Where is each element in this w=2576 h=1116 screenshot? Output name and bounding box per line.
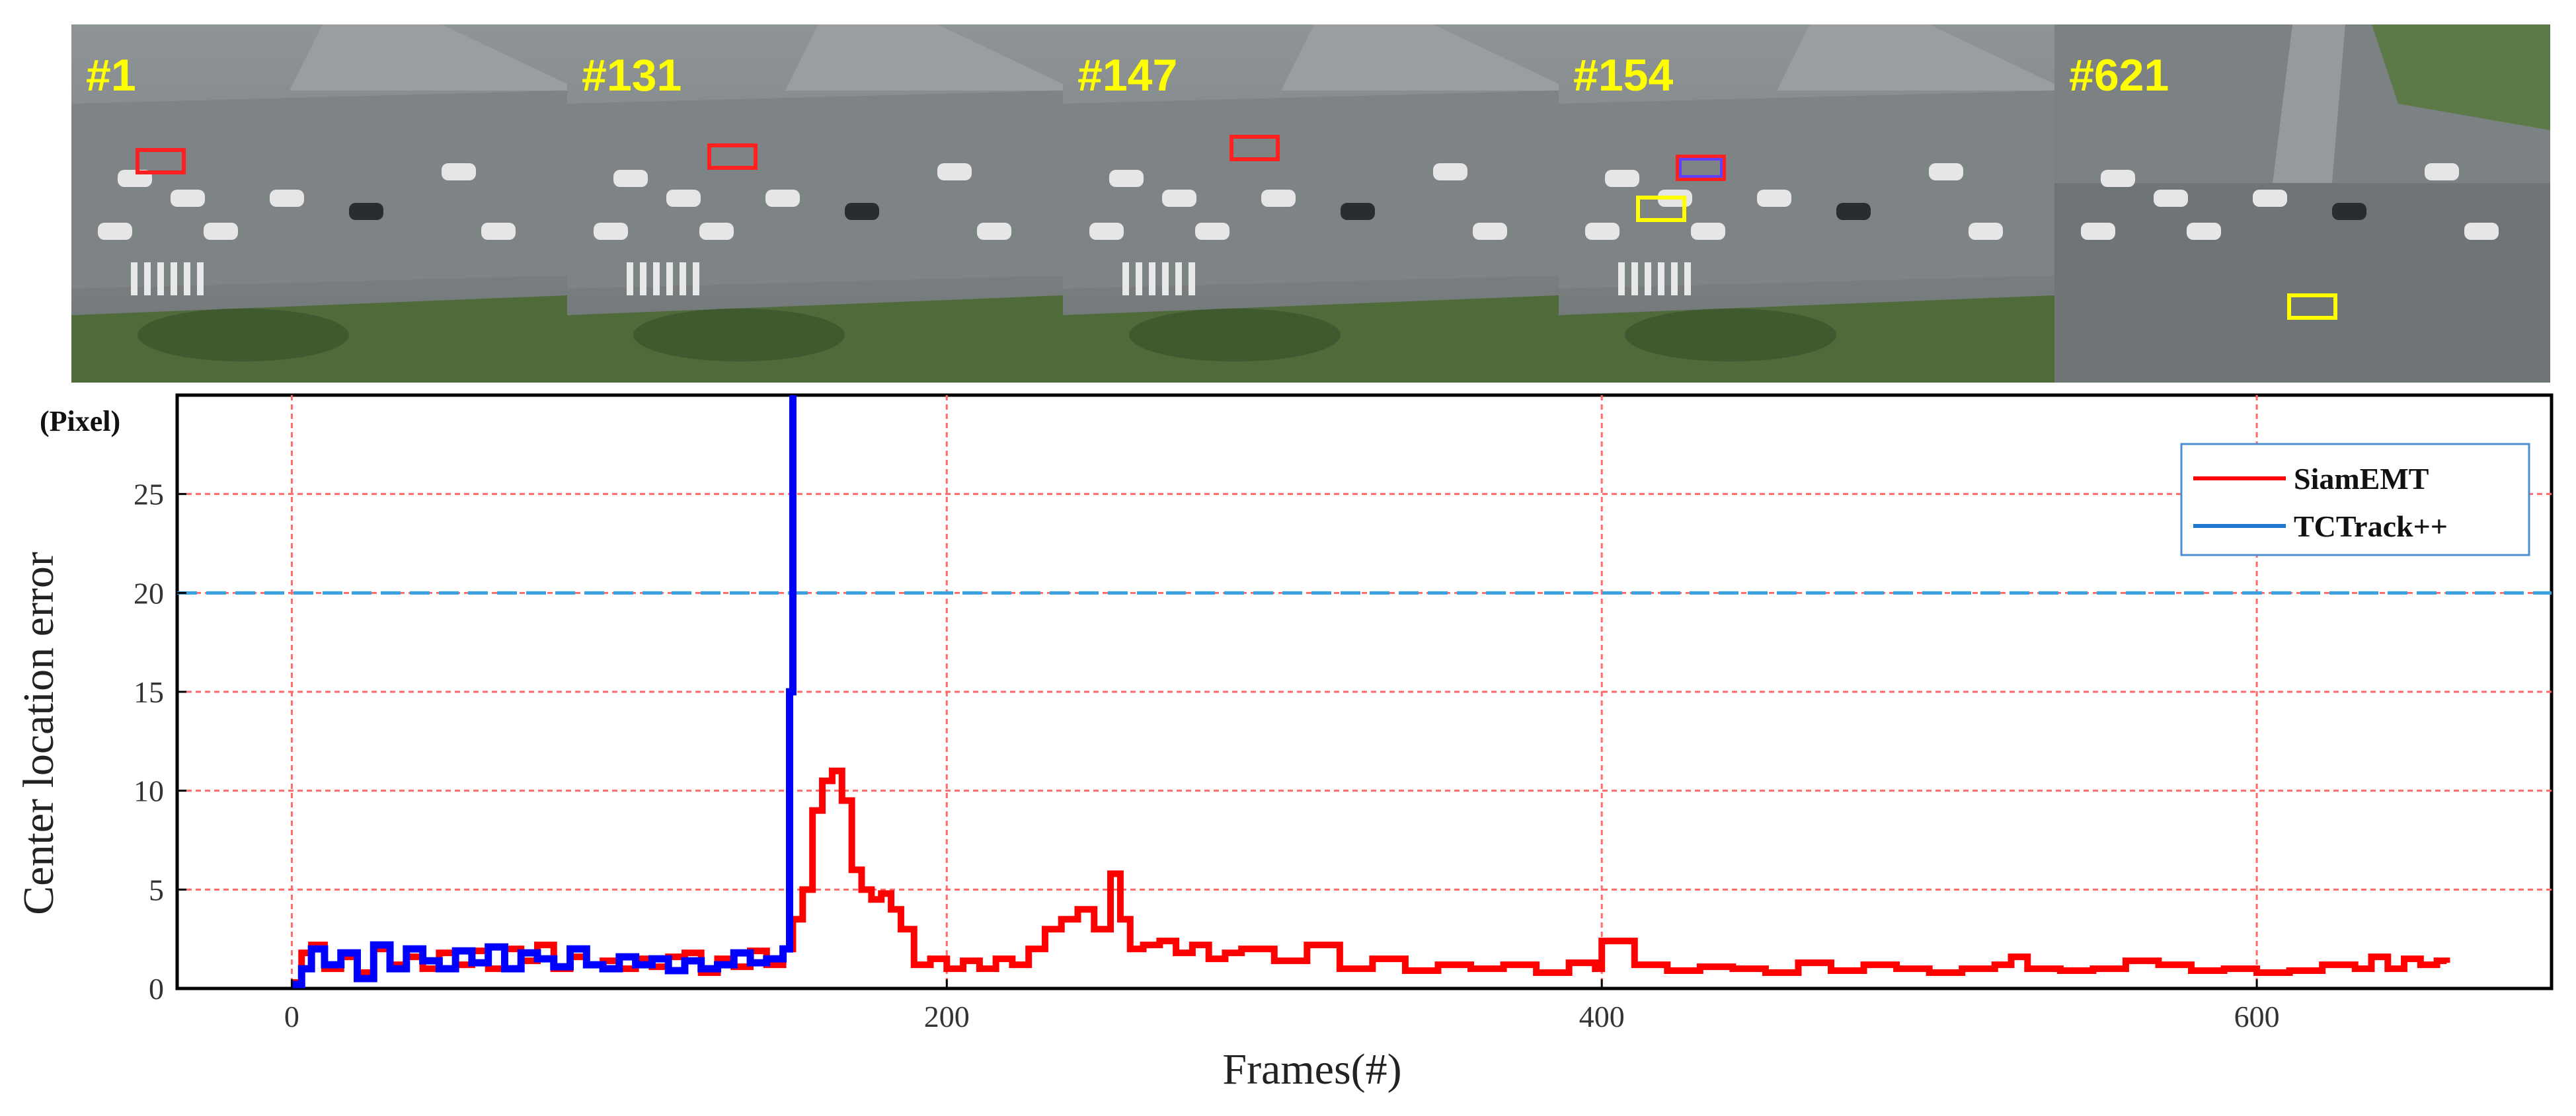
x-tick-label: 0 — [284, 1000, 299, 1033]
frame-thumbnail: #154 — [1559, 24, 2054, 383]
x-axis-title: Frames(#) — [1222, 1045, 1401, 1094]
frame-label: #621 — [2069, 50, 2169, 100]
legend: SiamEMT TCTrack++ — [2180, 443, 2530, 556]
legend-label-siamemt: SiamEMT — [2294, 462, 2429, 496]
y-tick-label: 15 — [134, 675, 164, 709]
tick-labels: 0 200 400 600 0 5 10 15 20 25 — [134, 478, 2280, 1033]
y-axis-title: Center location error — [15, 552, 63, 915]
frame-label: #131 — [582, 50, 682, 100]
y-axis-unit: (Pixel) — [40, 405, 120, 437]
legend-box — [2180, 443, 2530, 556]
y-tick-label: 25 — [134, 478, 164, 511]
frame-label: #1 — [86, 50, 136, 100]
y-tick-label: 5 — [149, 873, 164, 907]
frame-thumbnail: #1 — [71, 24, 567, 383]
x-tick-label: 600 — [2234, 1000, 2280, 1033]
series-line-tctrack- — [292, 395, 797, 988]
tracking-frames-strip: #1 #131 #147 #154 #621 — [71, 24, 2550, 383]
frame-thumbnail: #621 — [2054, 24, 2550, 383]
grid-lines — [177, 395, 2552, 988]
legend-label-tctrack: TCTrack++ — [2294, 509, 2448, 543]
series-layer — [292, 395, 2450, 988]
y-tick-label: 0 — [149, 972, 164, 1006]
y-tick-label: 10 — [134, 774, 164, 808]
frame-thumbnail: #131 — [567, 24, 1063, 383]
frame-label: #147 — [1077, 50, 1177, 100]
frame-thumbnail: #147 — [1063, 24, 1559, 383]
frame-label: #154 — [1573, 50, 1673, 100]
x-tick-label: 400 — [1579, 1000, 1625, 1033]
y-tick-label: 20 — [134, 576, 164, 610]
x-tick-label: 200 — [924, 1000, 970, 1033]
